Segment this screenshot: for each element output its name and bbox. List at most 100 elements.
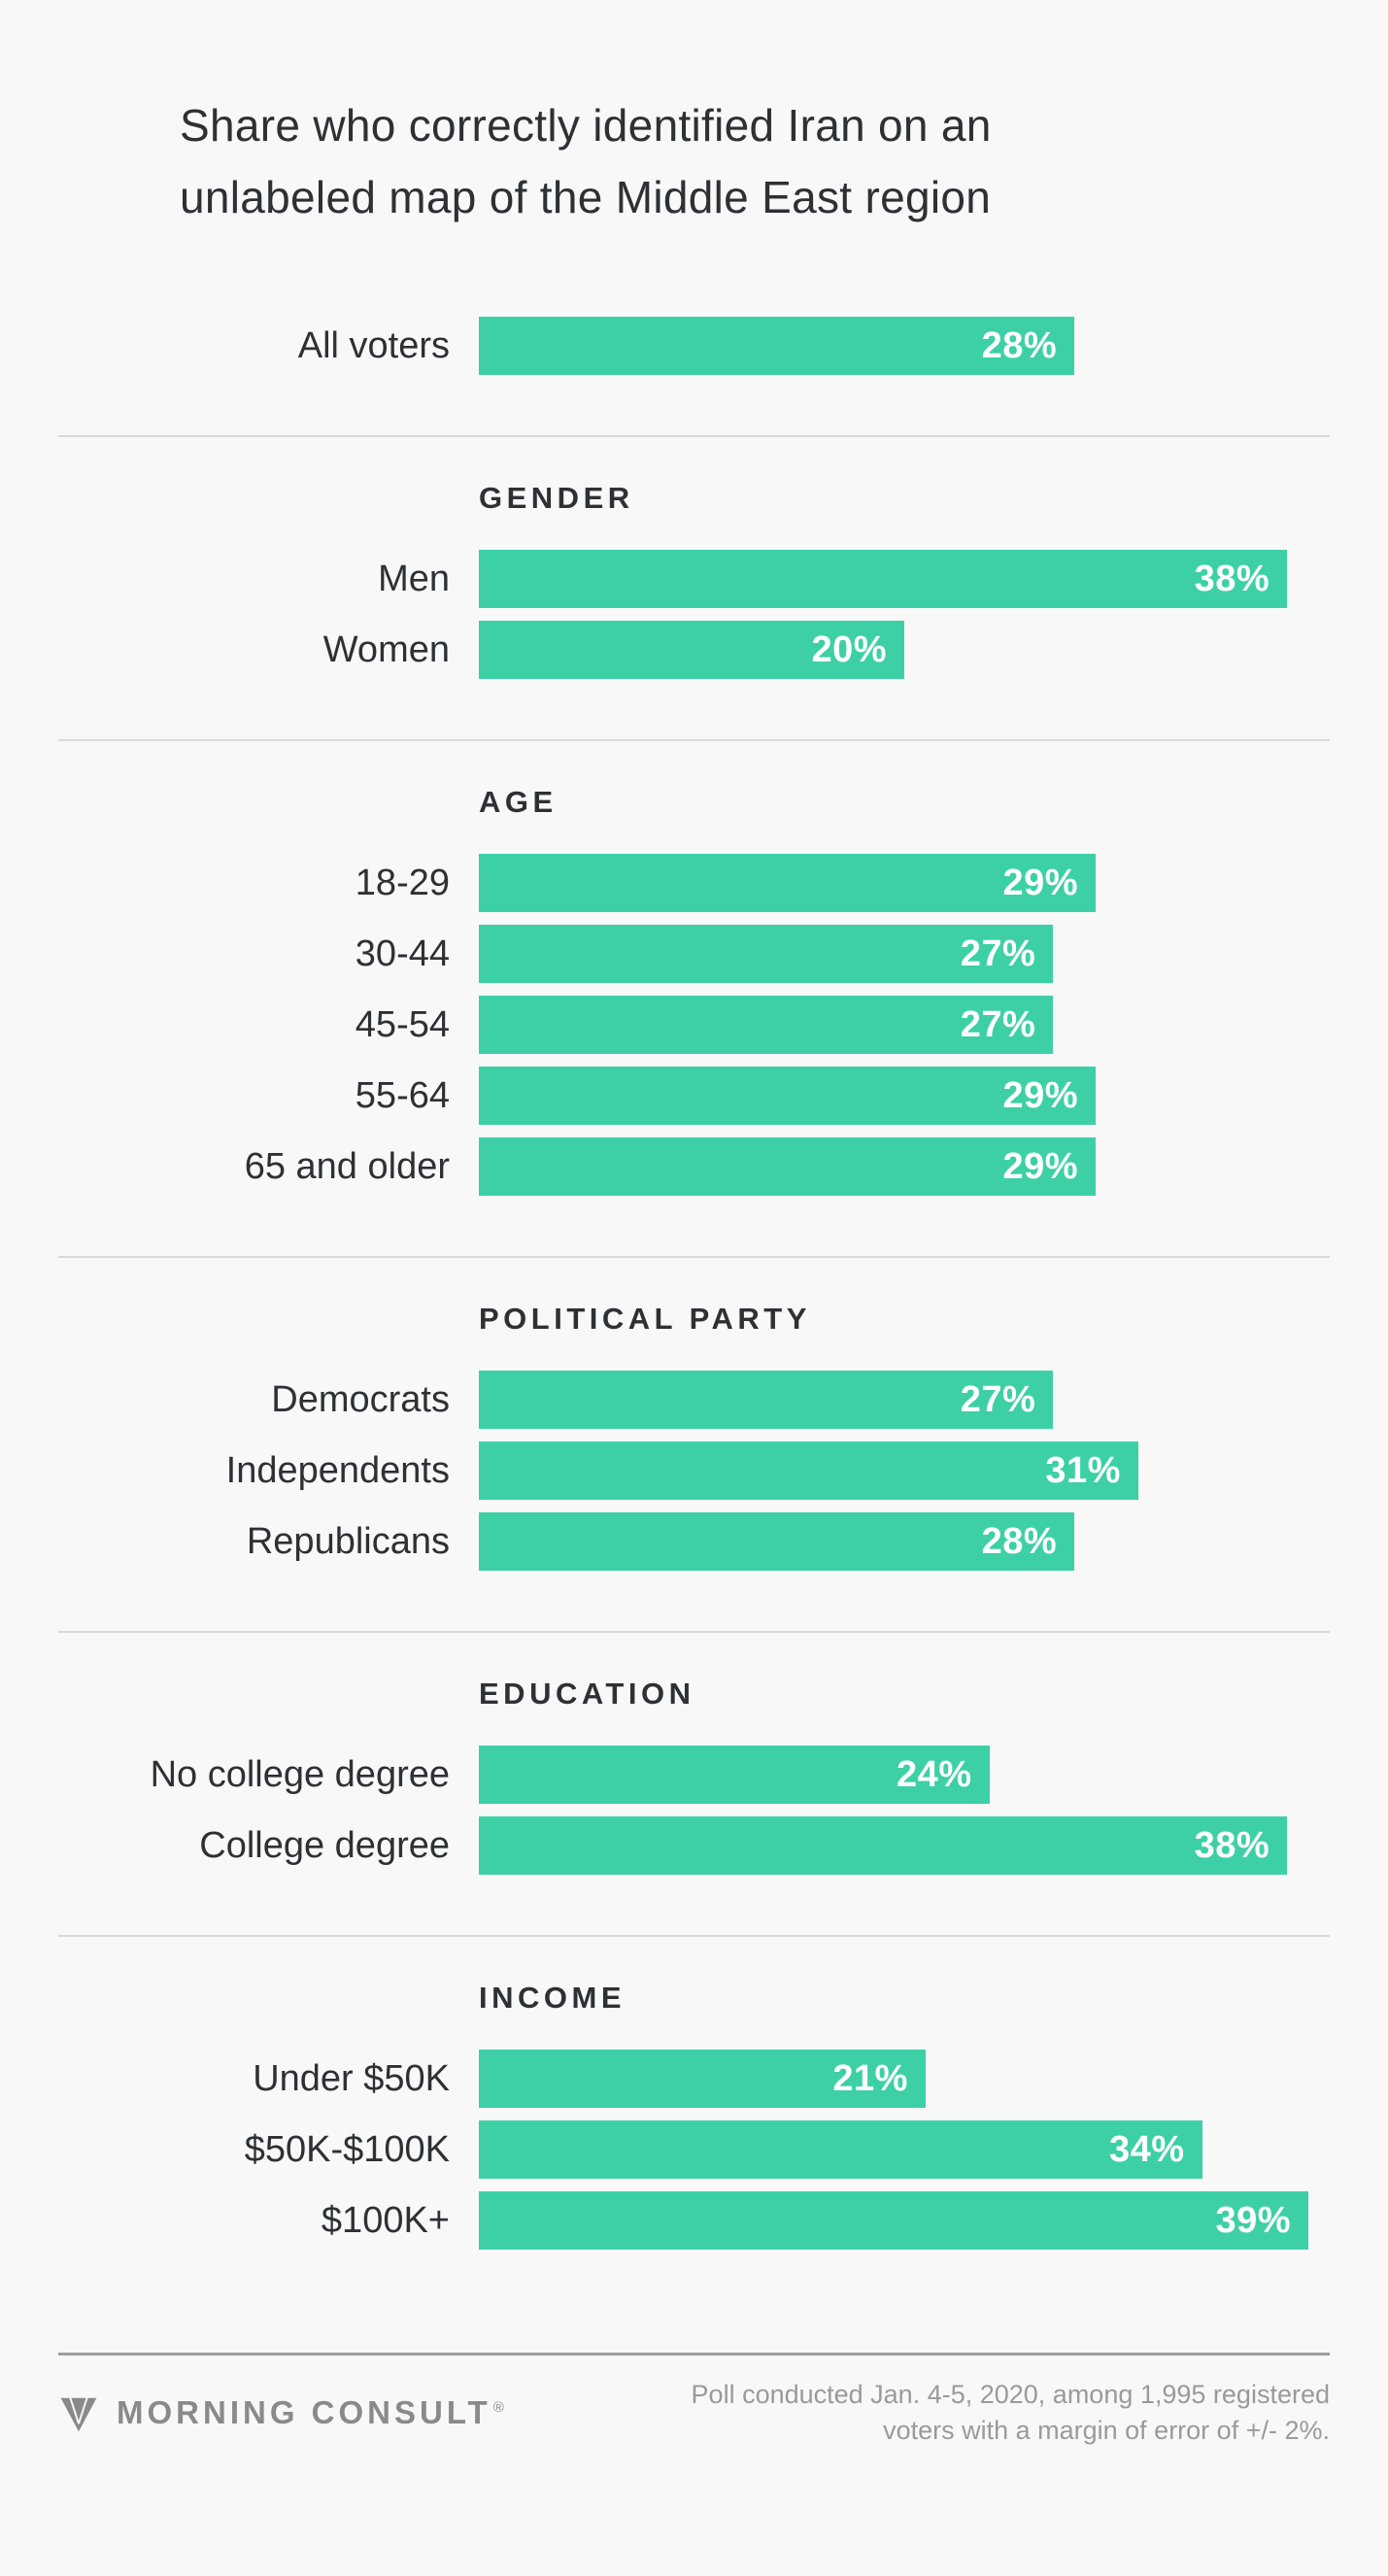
bar-track: 29% xyxy=(479,1067,1330,1125)
bar-track: 21% xyxy=(479,2050,1330,2108)
bar-value-label: 29% xyxy=(1002,1145,1079,1187)
bar-track: 34% xyxy=(479,2120,1330,2179)
bar-category-label: Republicans xyxy=(246,1521,450,1562)
bar-value-label: 28% xyxy=(981,324,1058,366)
section-rows: Under $50K 21% $50K-$100K 34% $100K+ 39% xyxy=(58,2050,1330,2250)
bar-value-label: 29% xyxy=(1002,862,1079,903)
bar-value-label: 38% xyxy=(1194,1824,1270,1866)
bar: 38% xyxy=(479,550,1288,608)
bar: 20% xyxy=(479,621,904,679)
bar-row: Under $50K 21% xyxy=(58,2050,1330,2108)
bar: 29% xyxy=(479,1137,1097,1196)
poll-methodology-note: Poll conducted Jan. 4-5, 2020, among 1,9… xyxy=(692,2377,1330,2449)
bar-value-label: 27% xyxy=(960,1003,1036,1045)
chart-title-line1: Share who correctly identified Iran on a… xyxy=(180,100,992,151)
bar-row: 30-44 27% xyxy=(58,925,1330,983)
logo-wordmark: MORNING CONSULT ® xyxy=(117,2394,508,2431)
bar-value-label: 34% xyxy=(1109,2128,1185,2170)
section-header: GENDER xyxy=(479,481,634,515)
bar-row: All voters 28% xyxy=(58,317,1330,375)
bar-row: Independents 31% xyxy=(58,1441,1330,1500)
bar-category-label: Independents xyxy=(225,1450,450,1491)
bar-category-label: 30-44 xyxy=(355,933,450,974)
bar-row: Men 38% xyxy=(58,550,1330,608)
chart-section: INCOME Under $50K 21% $50K-$100K 34% $10… xyxy=(58,1935,1330,2250)
bar: 31% xyxy=(479,1441,1138,1500)
footer: MORNING CONSULT ® Poll conducted Jan. 4-5… xyxy=(58,2377,1330,2449)
bar-row: 65 and older 29% xyxy=(58,1137,1330,1196)
section-rows: 18-29 29% 30-44 27% 45-54 27% 55-64 29% xyxy=(58,854,1330,1196)
poll-note-line2: voters with a margin of error of +/- 2%. xyxy=(883,2416,1330,2445)
chart-title: Share who correctly identified Iran on a… xyxy=(180,89,1330,233)
bar-category-label: 55-64 xyxy=(355,1075,450,1116)
bar-category-label: $100K+ xyxy=(321,2200,450,2241)
morning-consult-logo: MORNING CONSULT ® xyxy=(58,2393,508,2432)
section-divider xyxy=(58,1256,1330,1258)
chart-section: EDUCATION No college degree 24% College … xyxy=(58,1631,1330,1875)
bar-category-label: 45-54 xyxy=(355,1004,450,1045)
bar: 34% xyxy=(479,2120,1202,2179)
bar-track: 24% xyxy=(479,1746,1330,1804)
bar-track: 28% xyxy=(479,317,1330,375)
bar-track: 29% xyxy=(479,854,1330,912)
bar-track: 29% xyxy=(479,1137,1330,1196)
bar-row: Republicans 28% xyxy=(58,1512,1330,1571)
chart-section: AGE 18-29 29% 30-44 27% 45-54 27% 55-64 xyxy=(58,739,1330,1196)
section-rows: Men 38% Women 20% xyxy=(58,550,1330,679)
bar: 28% xyxy=(479,1512,1075,1571)
section-divider xyxy=(58,1631,1330,1633)
bar-value-label: 39% xyxy=(1215,2199,1292,2241)
chart-page: Share who correctly identified Iran on a… xyxy=(0,89,1388,2576)
bar-value-label: 20% xyxy=(811,628,887,670)
section-divider xyxy=(58,435,1330,437)
bar: 27% xyxy=(479,1371,1054,1429)
registered-trademark-icon: ® xyxy=(492,2399,508,2416)
bar-category-label: No college degree xyxy=(150,1754,450,1795)
bar-value-label: 38% xyxy=(1194,558,1270,599)
bar: 27% xyxy=(479,925,1054,983)
bar-row: Democrats 27% xyxy=(58,1371,1330,1429)
bar-category-label: Women xyxy=(322,629,450,670)
bar: 29% xyxy=(479,1067,1097,1125)
bar-row: $50K-$100K 34% xyxy=(58,2120,1330,2179)
bar-row: 45-54 27% xyxy=(58,996,1330,1054)
footer-divider xyxy=(58,2353,1330,2356)
bar-category-label: 65 and older xyxy=(244,1146,450,1187)
bar-track: 31% xyxy=(479,1441,1330,1500)
bar: 27% xyxy=(479,996,1054,1054)
bar-track: 27% xyxy=(479,1371,1330,1429)
bar: 39% xyxy=(479,2191,1309,2250)
bar-track: 28% xyxy=(479,1512,1330,1571)
bar: 21% xyxy=(479,2050,926,2108)
section-rows: Democrats 27% Independents 31% Republica… xyxy=(58,1371,1330,1571)
bar-track: 20% xyxy=(479,621,1330,679)
bar-row: No college degree 24% xyxy=(58,1746,1330,1804)
bar-category-label: Democrats xyxy=(271,1379,450,1420)
bar-track: 27% xyxy=(479,925,1330,983)
bar: 28% xyxy=(479,317,1075,375)
chart-section: POLITICAL PARTY Democrats 27% Independen… xyxy=(58,1256,1330,1571)
chart-sections: All voters 28% GENDER Men 38% Women 20% … xyxy=(58,317,1330,2250)
poll-note-line1: Poll conducted Jan. 4-5, 2020, among 1,9… xyxy=(691,2380,1330,2409)
bar-row: $100K+ 39% xyxy=(58,2191,1330,2250)
section-divider xyxy=(58,739,1330,741)
bar-category-label: All voters xyxy=(297,325,450,366)
section-header: EDUCATION xyxy=(479,1677,695,1711)
chart-section: GENDER Men 38% Women 20% xyxy=(58,435,1330,679)
bar-row: College degree 38% xyxy=(58,1816,1330,1875)
bar-value-label: 21% xyxy=(832,2057,908,2099)
bar-value-label: 27% xyxy=(960,932,1036,974)
bar-value-label: 27% xyxy=(960,1378,1036,1420)
bar-row: Women 20% xyxy=(58,621,1330,679)
bar-row: 18-29 29% xyxy=(58,854,1330,912)
bar-category-label: $50K-$100K xyxy=(244,2129,450,2170)
section-header: POLITICAL PARTY xyxy=(479,1302,811,1336)
section-rows: No college degree 24% College degree 38% xyxy=(58,1746,1330,1875)
bar-row: 55-64 29% xyxy=(58,1067,1330,1125)
bar-track: 39% xyxy=(479,2191,1330,2250)
logo-wordmark-text: MORNING CONSULT xyxy=(117,2394,491,2430)
bar-track: 38% xyxy=(479,550,1330,608)
section-header: AGE xyxy=(479,785,558,819)
bar-value-label: 31% xyxy=(1045,1449,1121,1491)
bar-value-label: 29% xyxy=(1002,1074,1079,1116)
